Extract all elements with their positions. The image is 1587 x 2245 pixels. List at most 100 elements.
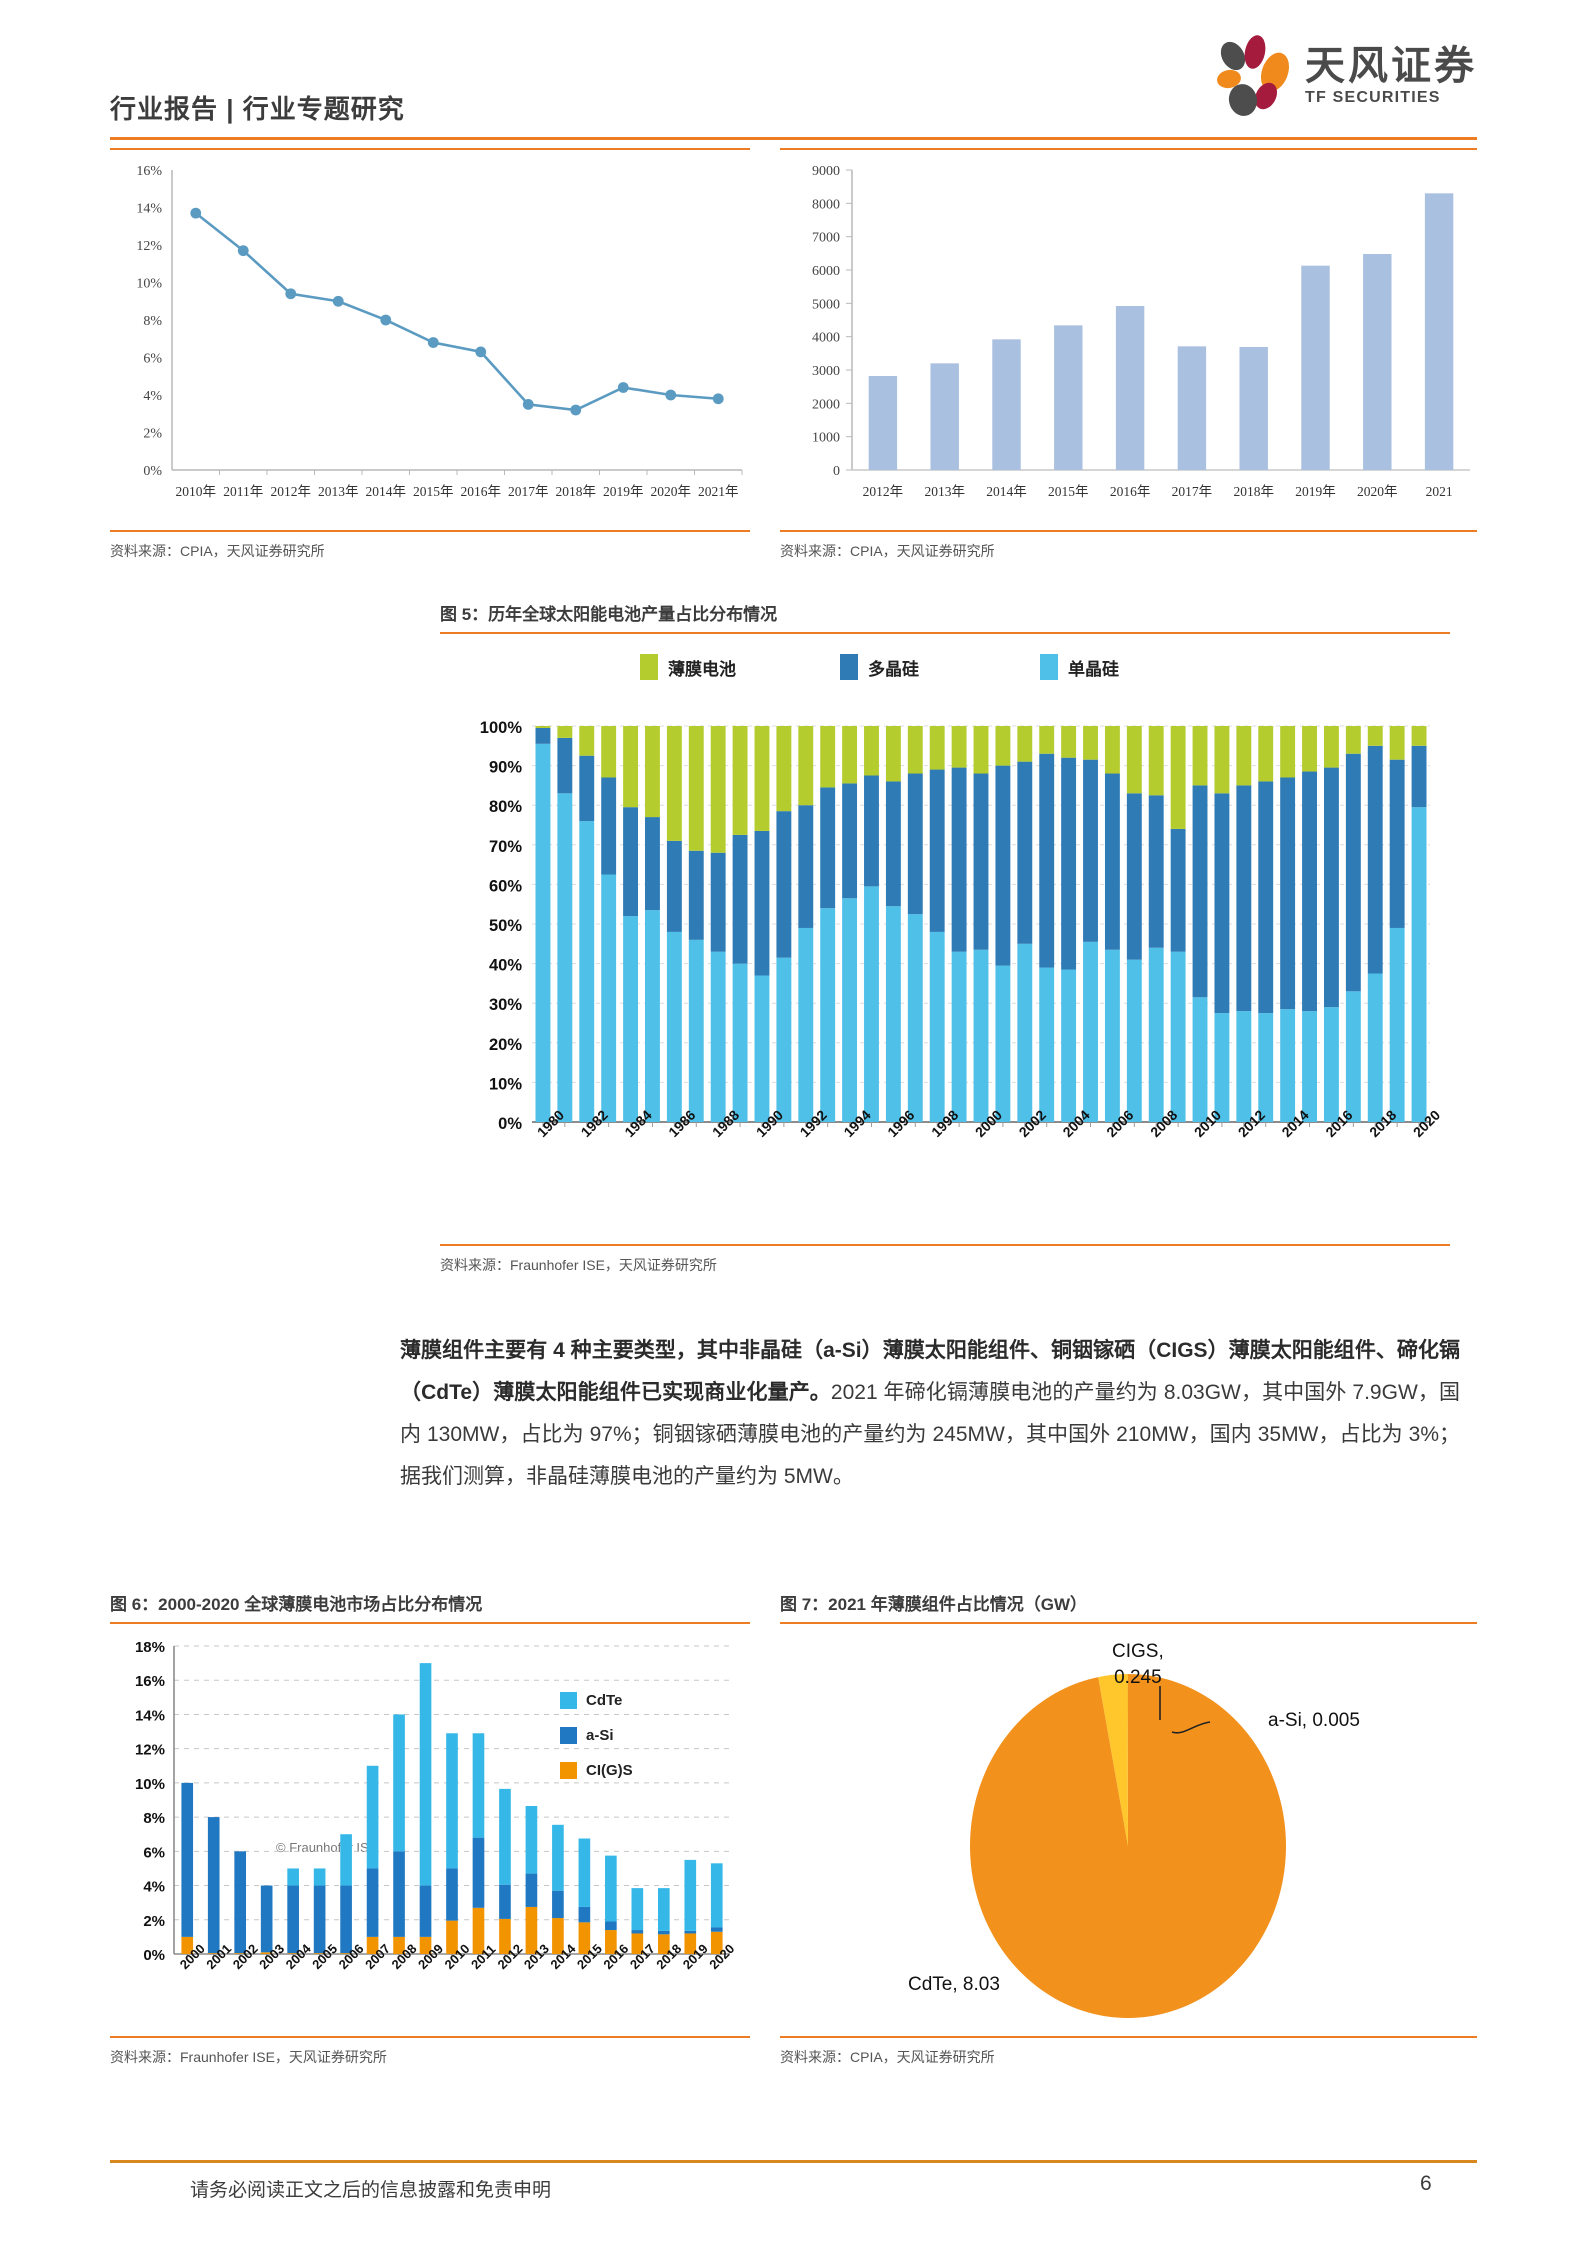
svg-text:2021年: 2021年 bbox=[698, 484, 739, 499]
page-title: 行业报告 | 行业专题研究 bbox=[110, 94, 405, 124]
svg-text:90%: 90% bbox=[489, 759, 522, 777]
figure-6-svg: 0%2%4%6%8%10%12%14%16%18%200020012002200… bbox=[135, 1639, 737, 1973]
svg-text:2%: 2% bbox=[143, 427, 162, 442]
svg-text:3000: 3000 bbox=[812, 364, 840, 379]
pie-label-cigs: CIGS, 0.245 bbox=[1112, 1639, 1164, 1691]
svg-text:2000: 2000 bbox=[812, 397, 840, 412]
figure-5: 图 5：历年全球太阳能电池产量占比分布情况 薄膜电池 多晶硅 单晶硅 0% 10%… bbox=[440, 600, 1450, 1275]
svg-text:2012年: 2012年 bbox=[271, 484, 312, 499]
svg-text:1000: 1000 bbox=[812, 431, 840, 446]
svg-text:14%: 14% bbox=[135, 1707, 165, 1724]
page-header: 行业报告 | 行业专题研究 天风证券 TF SECURITIES bbox=[110, 30, 1477, 140]
figure-7-svg bbox=[970, 1674, 1286, 2018]
figure-6-watermark: © Fraunhofer ISE bbox=[276, 1840, 378, 1855]
svg-text:70%: 70% bbox=[489, 838, 522, 856]
svg-text:10%: 10% bbox=[489, 1075, 522, 1093]
svg-text:2014年: 2014年 bbox=[986, 484, 1027, 499]
figure-7-source: 资料来源：CPIA，天风证券研究所 bbox=[780, 2049, 995, 2065]
svg-text:8000: 8000 bbox=[812, 197, 840, 212]
figure-5-legend-item-1: 多晶硅 bbox=[840, 654, 919, 680]
figure-6-bottom-rule bbox=[110, 2036, 750, 2038]
figure-6-legend-item-0: CdTe bbox=[560, 1692, 622, 1709]
svg-text:4%: 4% bbox=[143, 389, 162, 404]
svg-text:6%: 6% bbox=[143, 352, 162, 367]
svg-text:2011年: 2011年 bbox=[223, 484, 263, 499]
svg-text:2017: 2017 bbox=[627, 1941, 658, 1972]
legend-swatch-cdte bbox=[560, 1692, 577, 1709]
legend-label-cdte: CdTe bbox=[586, 1692, 623, 1709]
figure-5-top-rule bbox=[440, 632, 1450, 634]
figure-6: 图 6：2000-2020 全球薄膜电池市场占比分布情况 CdTe a-Si C… bbox=[110, 1590, 750, 2067]
svg-text:6%: 6% bbox=[143, 1844, 165, 1861]
pie-label-asi: a-Si, 0.005 bbox=[1268, 1710, 1360, 1731]
svg-text:2019: 2019 bbox=[680, 1941, 711, 1972]
svg-text:60%: 60% bbox=[489, 877, 522, 895]
logo-petals-icon bbox=[1211, 34, 1293, 118]
figure-5-plot: 薄膜电池 多晶硅 单晶硅 0% 10% 20% 30% 40% 50% 60% 70% 80% 9… bbox=[440, 634, 1450, 1244]
figure-5-source: 资料来源：Fraunhofer ISE，天风证券研究所 bbox=[440, 1257, 717, 1273]
svg-text:8%: 8% bbox=[143, 1810, 165, 1827]
svg-text:4000: 4000 bbox=[812, 331, 840, 346]
legend-swatch-thin-film bbox=[640, 654, 658, 680]
figure-6-title: 图 6：2000-2020 全球薄膜电池市场占比分布情况 bbox=[110, 1595, 483, 1614]
svg-text:2006: 2006 bbox=[336, 1941, 367, 1972]
figure-7-top-rule bbox=[780, 1622, 1477, 1624]
figure-4-svg: 0 1000 2000 3000 4000 5000 6000 7000 8000 9000 201… bbox=[812, 164, 1470, 499]
svg-text:2018: 2018 bbox=[653, 1941, 684, 1972]
svg-text:2010年: 2010年 bbox=[176, 484, 217, 499]
svg-text:30%: 30% bbox=[489, 996, 522, 1014]
svg-text:2018年: 2018年 bbox=[556, 484, 597, 499]
svg-text:2018年: 2018年 bbox=[1233, 484, 1274, 499]
figure-4-top-rule bbox=[780, 148, 1477, 150]
logo-company-en: TF SECURITIES bbox=[1305, 89, 1441, 106]
svg-text:2014年: 2014年 bbox=[366, 484, 407, 499]
figure-4: 0 1000 2000 3000 4000 5000 6000 7000 8000 9000 201… bbox=[780, 148, 1477, 561]
svg-text:16%: 16% bbox=[136, 164, 162, 179]
svg-text:16%: 16% bbox=[135, 1673, 165, 1690]
figure-5-svg: 0%10%20%30%40%50%60%70%80%90%100%1980 198… bbox=[480, 719, 1444, 1140]
figure-4-source: 资料来源：CPIA，天风证券研究所 bbox=[780, 543, 995, 559]
header-divider bbox=[110, 137, 1477, 140]
legend-swatch-polysilicon bbox=[840, 654, 858, 680]
figure-6-source: 资料来源：Fraunhofer ISE，天风证券研究所 bbox=[110, 2049, 387, 2065]
svg-text:50%: 50% bbox=[489, 917, 522, 935]
svg-text:40%: 40% bbox=[489, 957, 522, 975]
legend-swatch-cigs bbox=[560, 1762, 577, 1779]
svg-text:10%: 10% bbox=[135, 1776, 165, 1793]
svg-text:0: 0 bbox=[833, 464, 840, 479]
svg-text:2016: 2016 bbox=[600, 1941, 631, 1972]
legend-label-monosilicon: 单晶硅 bbox=[1068, 659, 1119, 679]
figure-4-bottom-rule bbox=[780, 530, 1477, 532]
figure-7-title: 图 7：2021 年薄膜组件占比情况（GW） bbox=[780, 1595, 1087, 1614]
svg-text:80%: 80% bbox=[489, 798, 522, 816]
svg-text:7000: 7000 bbox=[812, 231, 840, 246]
svg-text:2012: 2012 bbox=[494, 1941, 525, 1972]
figure-5-legend-item-2: 单晶硅 bbox=[1040, 654, 1119, 680]
svg-text:2008: 2008 bbox=[389, 1941, 420, 1972]
figure-3-plot: 0% 2% 4% 6% 8% 10% 12% 14% 16% 2010年 2011年 2012年 201… bbox=[110, 150, 750, 530]
svg-text:2000: 2000 bbox=[177, 1941, 208, 1972]
svg-text:0%: 0% bbox=[143, 1947, 165, 1964]
svg-text:2003: 2003 bbox=[256, 1941, 287, 1972]
figure-7-plot: CIGS, 0.245 a-Si, 0.005 CdTe, 8.03 bbox=[780, 1624, 1477, 2036]
svg-text:2009: 2009 bbox=[415, 1941, 446, 1972]
svg-text:0%: 0% bbox=[498, 1115, 522, 1133]
svg-text:5000: 5000 bbox=[812, 297, 840, 312]
svg-text:2013年: 2013年 bbox=[318, 484, 359, 499]
svg-text:12%: 12% bbox=[135, 1742, 165, 1759]
svg-text:2020年: 2020年 bbox=[1357, 484, 1398, 499]
legend-label-polysilicon: 多晶硅 bbox=[868, 659, 919, 679]
svg-text:2020年: 2020年 bbox=[651, 484, 692, 499]
figure-3-svg: 0% 2% 4% 6% 8% 10% 12% 14% 16% 2010年 2011年 2012年 201… bbox=[136, 164, 743, 499]
svg-text:2015: 2015 bbox=[574, 1941, 605, 1972]
svg-text:2002: 2002 bbox=[230, 1941, 261, 1972]
svg-text:2012年: 2012年 bbox=[863, 484, 904, 499]
svg-text:0%: 0% bbox=[143, 464, 162, 479]
svg-text:2011: 2011 bbox=[468, 1942, 499, 1973]
svg-text:2%: 2% bbox=[143, 1913, 165, 1930]
svg-text:2017年: 2017年 bbox=[508, 484, 549, 499]
svg-text:2013: 2013 bbox=[521, 1941, 552, 1972]
svg-text:14%: 14% bbox=[136, 202, 162, 217]
footer-disclaimer: 请务必阅读正文之后的信息披露和免责申明 bbox=[190, 2180, 552, 2201]
